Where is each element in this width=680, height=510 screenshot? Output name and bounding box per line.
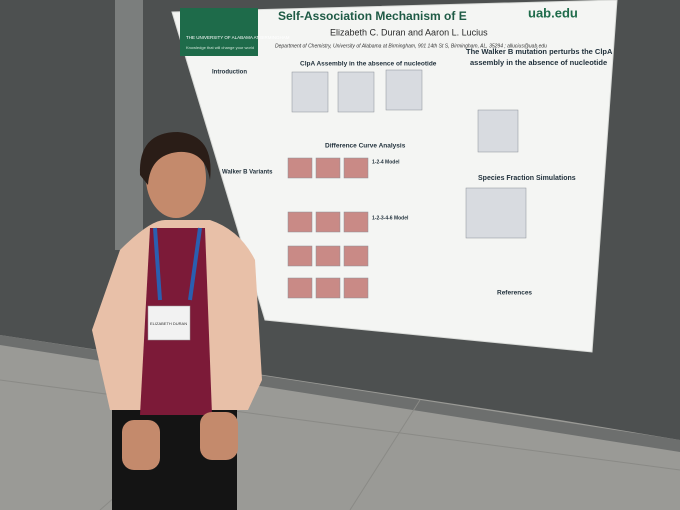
figure bbox=[343, 277, 369, 299]
poster-title: Self-Association Mechanism of E bbox=[278, 9, 467, 23]
figure bbox=[315, 157, 341, 179]
section-heading: 1-2-4 Model bbox=[372, 159, 400, 165]
badge-name: ELIZABETH DURAN bbox=[150, 321, 187, 326]
figure bbox=[343, 211, 369, 233]
section-heading: 1-2-3-4-6 Model bbox=[372, 215, 409, 221]
figure bbox=[287, 277, 313, 299]
figure bbox=[287, 245, 313, 267]
lanyard bbox=[153, 227, 202, 301]
figure bbox=[315, 245, 341, 267]
badge bbox=[147, 305, 191, 341]
person: ELIZABETH DURAN bbox=[92, 132, 262, 510]
figure bbox=[337, 71, 375, 113]
figure bbox=[287, 211, 313, 233]
poster bbox=[171, 0, 618, 353]
figure bbox=[315, 211, 341, 233]
poster-figures bbox=[287, 69, 527, 299]
figure bbox=[343, 245, 369, 267]
section-heading: Introduction bbox=[212, 70, 247, 76]
logo-box bbox=[180, 8, 258, 56]
figure bbox=[287, 157, 313, 179]
section-heading: Species Fraction Simulations bbox=[478, 175, 576, 182]
figure bbox=[343, 157, 369, 179]
section-heading: The Walker B mutation perturbs the ClpA bbox=[466, 47, 613, 56]
section-heading: ClpA Assembly in the absence of nucleoti… bbox=[300, 61, 437, 68]
figure bbox=[315, 277, 341, 299]
figure bbox=[291, 71, 329, 113]
logo-tagline: Knowledge that will change your world bbox=[186, 45, 254, 50]
figure bbox=[385, 69, 423, 111]
section-heading: assembly in the absence of nucleotide bbox=[470, 58, 607, 67]
face bbox=[146, 138, 206, 218]
wall-post bbox=[115, 0, 143, 250]
section-heading: Walker B Variants bbox=[222, 170, 273, 176]
hand bbox=[200, 412, 238, 460]
logo-name: THE UNIVERSITY OF ALABAMA AT BIRMINGHAM bbox=[186, 35, 290, 40]
poster-authors: Elizabeth C. Duran and Aaron L. Lucius bbox=[330, 27, 488, 37]
figure bbox=[465, 187, 527, 239]
figure bbox=[477, 109, 519, 153]
poster-website: uab.edu bbox=[528, 5, 578, 20]
hand bbox=[122, 420, 160, 470]
poster-affiliation: Department of Chemistry, University of A… bbox=[275, 43, 547, 49]
section-heading: References bbox=[497, 290, 532, 297]
hair bbox=[139, 132, 211, 185]
section-heading: Difference Curve Analysis bbox=[325, 143, 406, 150]
